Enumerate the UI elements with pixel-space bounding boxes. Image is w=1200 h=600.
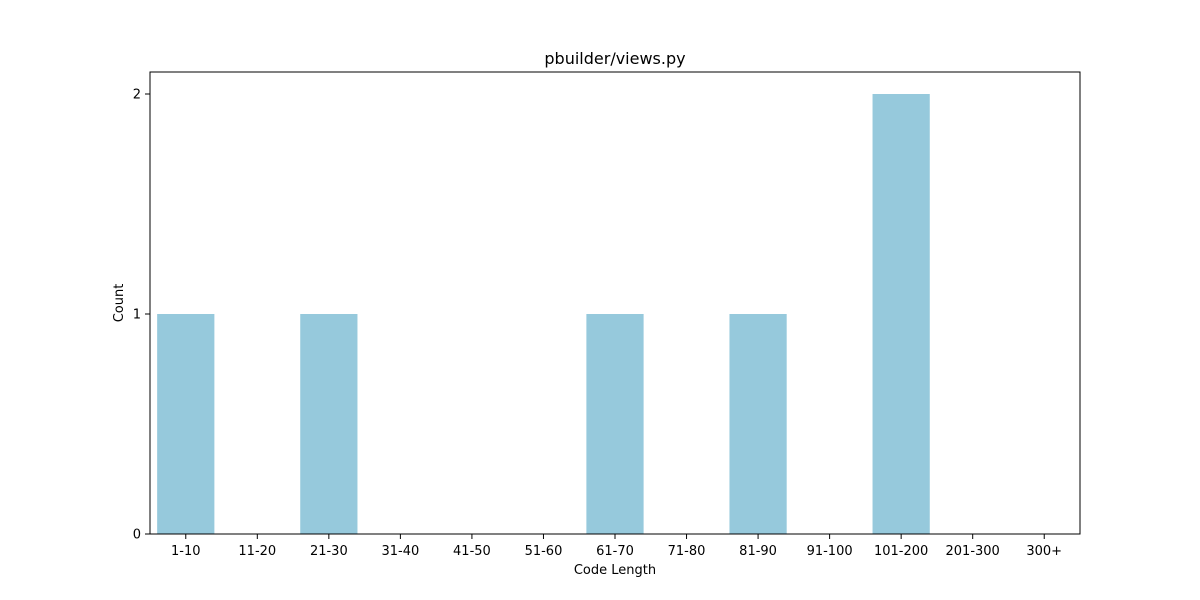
x-tick-label: 11-20	[238, 544, 276, 559]
x-tick-label: 21-30	[310, 544, 348, 559]
x-tick-label: 31-40	[381, 544, 419, 559]
plot-frame	[149, 71, 1081, 535]
y-tick-label: 2	[133, 88, 141, 103]
x-tick-label: 41-50	[453, 544, 491, 559]
bar-61-70	[586, 314, 644, 534]
y-tick-label: 0	[133, 528, 141, 543]
bar-21-30	[300, 314, 358, 534]
x-tick-label: 201-300	[946, 544, 1000, 559]
y-axis: 0 1 2	[133, 88, 150, 543]
x-axis: 1-10 11-20 21-30 31-40 41-50 51-60 61-70 71-80 8…	[171, 534, 1062, 559]
x-tick-label: 1-10	[171, 544, 201, 559]
x-tick-label: 61-70	[596, 544, 634, 559]
y-tick-label: 1	[133, 308, 141, 323]
x-tick-label: 71-80	[668, 544, 706, 559]
y-axis-label: Count	[112, 284, 127, 323]
x-tick-label: 91-100	[807, 544, 853, 559]
bar-101-200	[872, 94, 930, 534]
bars-group	[157, 94, 930, 534]
x-tick-label: 51-60	[525, 544, 563, 559]
bar-1-10	[157, 314, 215, 534]
chart-title: pbuilder/views.py	[544, 49, 685, 68]
x-tick-label: 101-200	[874, 544, 928, 559]
x-tick-label: 300+	[1026, 544, 1062, 559]
x-axis-label: Code Length	[574, 563, 656, 578]
bar-81-90	[729, 314, 787, 534]
x-tick-label: 81-90	[739, 544, 777, 559]
